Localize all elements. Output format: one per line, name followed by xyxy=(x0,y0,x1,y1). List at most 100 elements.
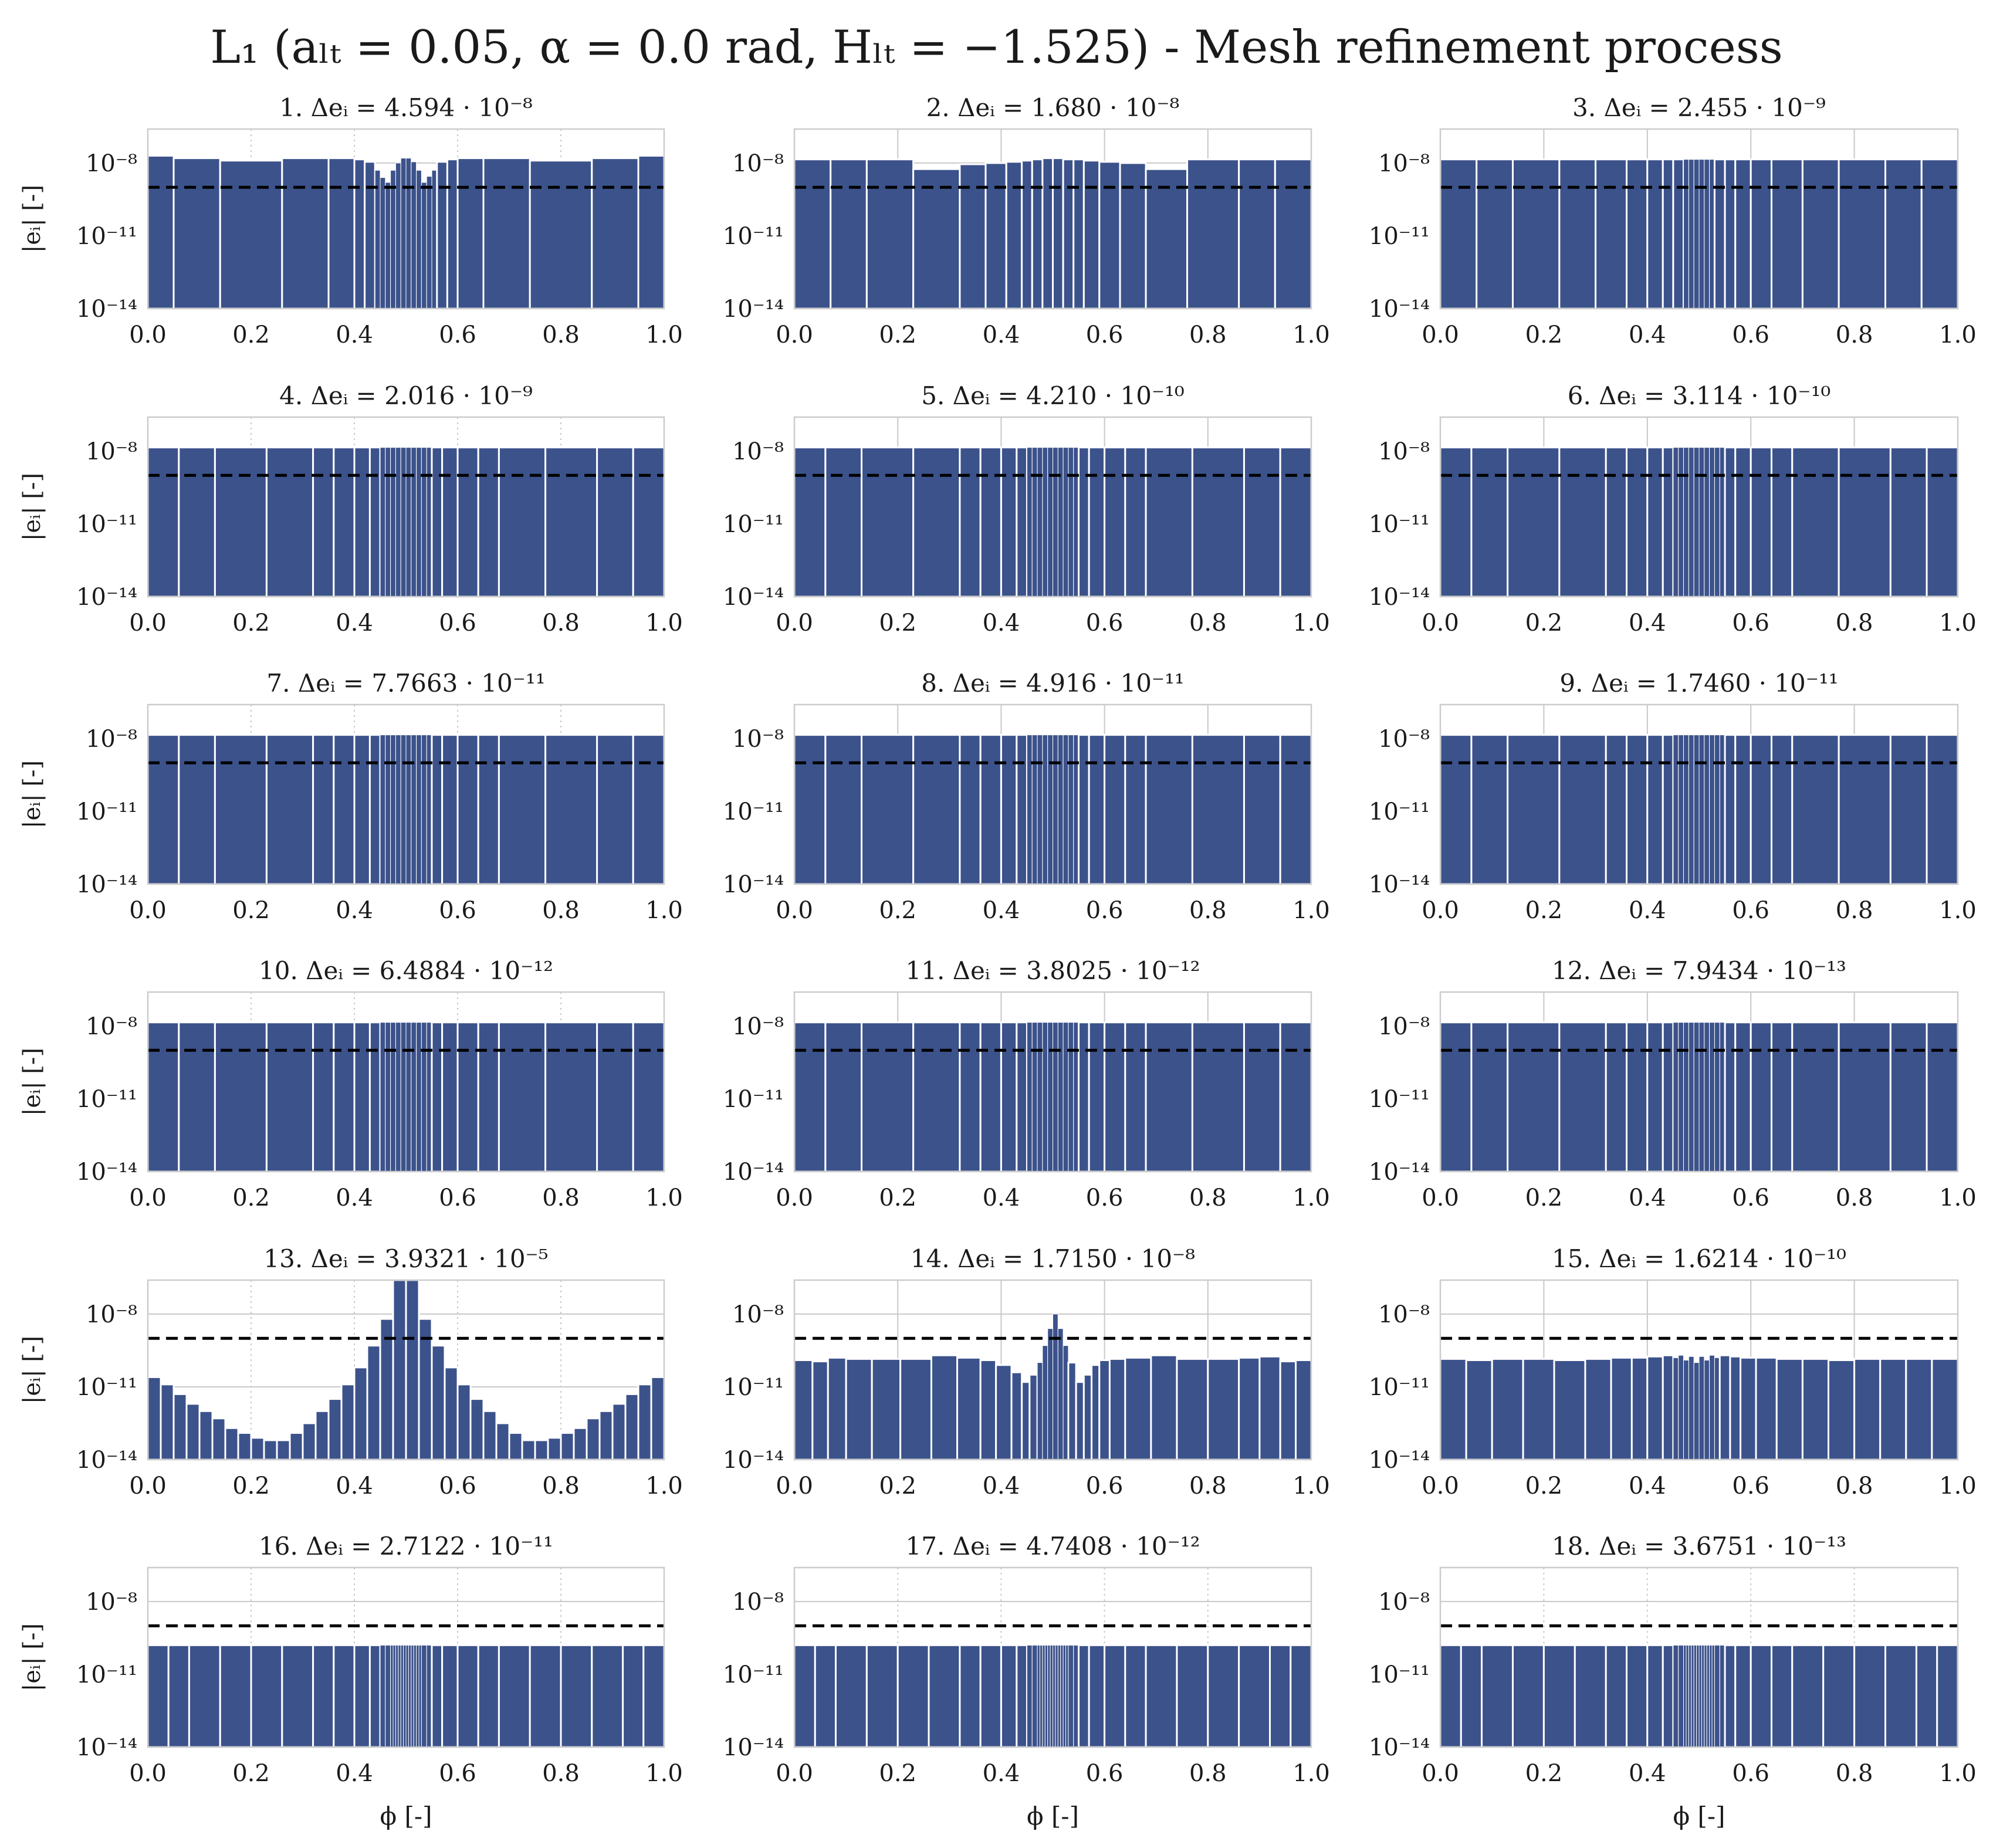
bar xyxy=(834,1644,868,1748)
bar xyxy=(1124,1644,1147,1748)
bar xyxy=(405,735,412,885)
bar xyxy=(1822,1644,1856,1748)
bar xyxy=(573,1427,588,1461)
x-tick-label: 0.4 xyxy=(1629,1473,1666,1500)
bar xyxy=(469,1398,485,1461)
bar xyxy=(390,447,396,597)
bar xyxy=(302,1422,317,1461)
y-tick-label: 10⁻¹¹ xyxy=(723,223,784,250)
x-tick-label: 0.2 xyxy=(232,1760,270,1787)
bar xyxy=(1688,735,1694,885)
bar xyxy=(1124,734,1147,885)
x-tick-label: 0.0 xyxy=(776,610,813,637)
y-tick-label: 10⁻¹¹ xyxy=(1369,511,1430,538)
y-tick-label: 10⁻¹⁴ xyxy=(1369,871,1430,898)
bar xyxy=(1926,446,1959,598)
bar xyxy=(1698,447,1705,597)
bar xyxy=(1068,447,1074,597)
bar xyxy=(385,1644,391,1748)
x-tick-label: 1.0 xyxy=(645,321,683,348)
bar xyxy=(1207,1644,1240,1748)
bar xyxy=(1770,1644,1794,1748)
x-tick-label: 1.0 xyxy=(1292,897,1330,924)
bar xyxy=(959,1021,982,1173)
bar xyxy=(1770,446,1794,598)
subplot-title: 15. Δeᵢ = 1.6214 · 10⁻¹⁰ xyxy=(1552,1244,1846,1273)
x-tick-label: 0.6 xyxy=(1086,1760,1124,1787)
bar xyxy=(1553,1359,1586,1461)
bar xyxy=(1037,1644,1040,1748)
bar xyxy=(1683,1644,1687,1748)
bar xyxy=(431,734,444,885)
x-tick-label: 0.0 xyxy=(1422,321,1459,348)
x-tick-label: 0.2 xyxy=(879,1760,916,1787)
bar xyxy=(1693,735,1700,885)
bar xyxy=(380,1644,386,1748)
bar xyxy=(611,1403,627,1461)
x-tick-label: 0.0 xyxy=(776,321,813,348)
bar xyxy=(1072,158,1085,310)
y-tick-label: 10⁻¹¹ xyxy=(723,1086,784,1113)
bar xyxy=(1068,1022,1074,1172)
bar xyxy=(1005,161,1023,310)
bar xyxy=(1683,1022,1689,1172)
y-tick-label: 10⁻¹¹ xyxy=(723,798,784,825)
x-tick-label: 1.0 xyxy=(645,1760,683,1787)
bar xyxy=(395,163,401,309)
bar xyxy=(1057,1328,1064,1460)
x-tick-label: 1.0 xyxy=(1292,321,1330,348)
axes-frame xyxy=(1439,128,1959,310)
bar xyxy=(405,1022,412,1172)
bar xyxy=(418,1644,422,1748)
bar xyxy=(431,1644,444,1748)
bar xyxy=(1709,735,1715,885)
bar xyxy=(444,1366,459,1461)
subplot-title: 1. Δeᵢ = 4.594 · 10⁻⁸ xyxy=(279,93,533,122)
bar xyxy=(1630,1356,1649,1461)
y-tick-label: 10⁻¹¹ xyxy=(723,1661,784,1688)
bar xyxy=(1750,1021,1772,1173)
y-tick-label: 10⁻¹¹ xyxy=(1369,1374,1430,1401)
bar xyxy=(1905,1358,1933,1461)
x-tick-label: 0.0 xyxy=(1422,1184,1459,1211)
bar xyxy=(793,158,832,310)
bar xyxy=(1889,1021,1928,1173)
bar xyxy=(1088,734,1106,885)
bar xyxy=(265,446,314,598)
bar xyxy=(392,1644,396,1748)
bar xyxy=(1605,734,1628,885)
y-tick-label: 10⁻⁸ xyxy=(732,438,784,465)
bar xyxy=(392,1279,407,1461)
bar xyxy=(1507,446,1561,598)
bar xyxy=(1709,1644,1713,1748)
x-tick-label: 0.2 xyxy=(232,1473,270,1500)
bar xyxy=(1098,1359,1111,1461)
bar xyxy=(1801,158,1840,310)
bar xyxy=(1884,158,1923,310)
axes-frame xyxy=(147,1279,665,1461)
x-tick-label: 0.8 xyxy=(542,1473,580,1500)
bar xyxy=(368,446,381,598)
bar xyxy=(385,182,391,309)
x-tick-label: 0.0 xyxy=(129,610,167,637)
bar xyxy=(1704,1359,1710,1460)
bar xyxy=(979,1644,1002,1748)
bar xyxy=(1713,158,1726,310)
bar xyxy=(1124,446,1147,598)
bar xyxy=(534,1439,549,1461)
x-tick-label: 0.8 xyxy=(1836,1184,1873,1211)
x-tick-label: 0.4 xyxy=(983,1760,1020,1787)
bar xyxy=(405,1644,409,1748)
y-tick-label: 10⁻¹⁴ xyxy=(76,1734,137,1761)
bar xyxy=(416,1022,422,1172)
bar xyxy=(1734,446,1752,598)
bar xyxy=(1688,159,1694,309)
bar xyxy=(312,1644,335,1748)
subplot-6: 6. Δeᵢ = 3.114 · 10⁻¹⁰ 0.0 0.2 0.4 0.6 0.8 1.0… xyxy=(1369,381,1977,637)
bar xyxy=(1673,1357,1679,1460)
y-tick-label: 10⁻⁸ xyxy=(1378,726,1430,753)
subplot-title: 11. Δeᵢ = 3.8025 · 10⁻¹² xyxy=(906,956,1200,985)
bar xyxy=(642,1644,665,1748)
bar xyxy=(1104,1021,1126,1173)
bar xyxy=(1507,734,1561,885)
